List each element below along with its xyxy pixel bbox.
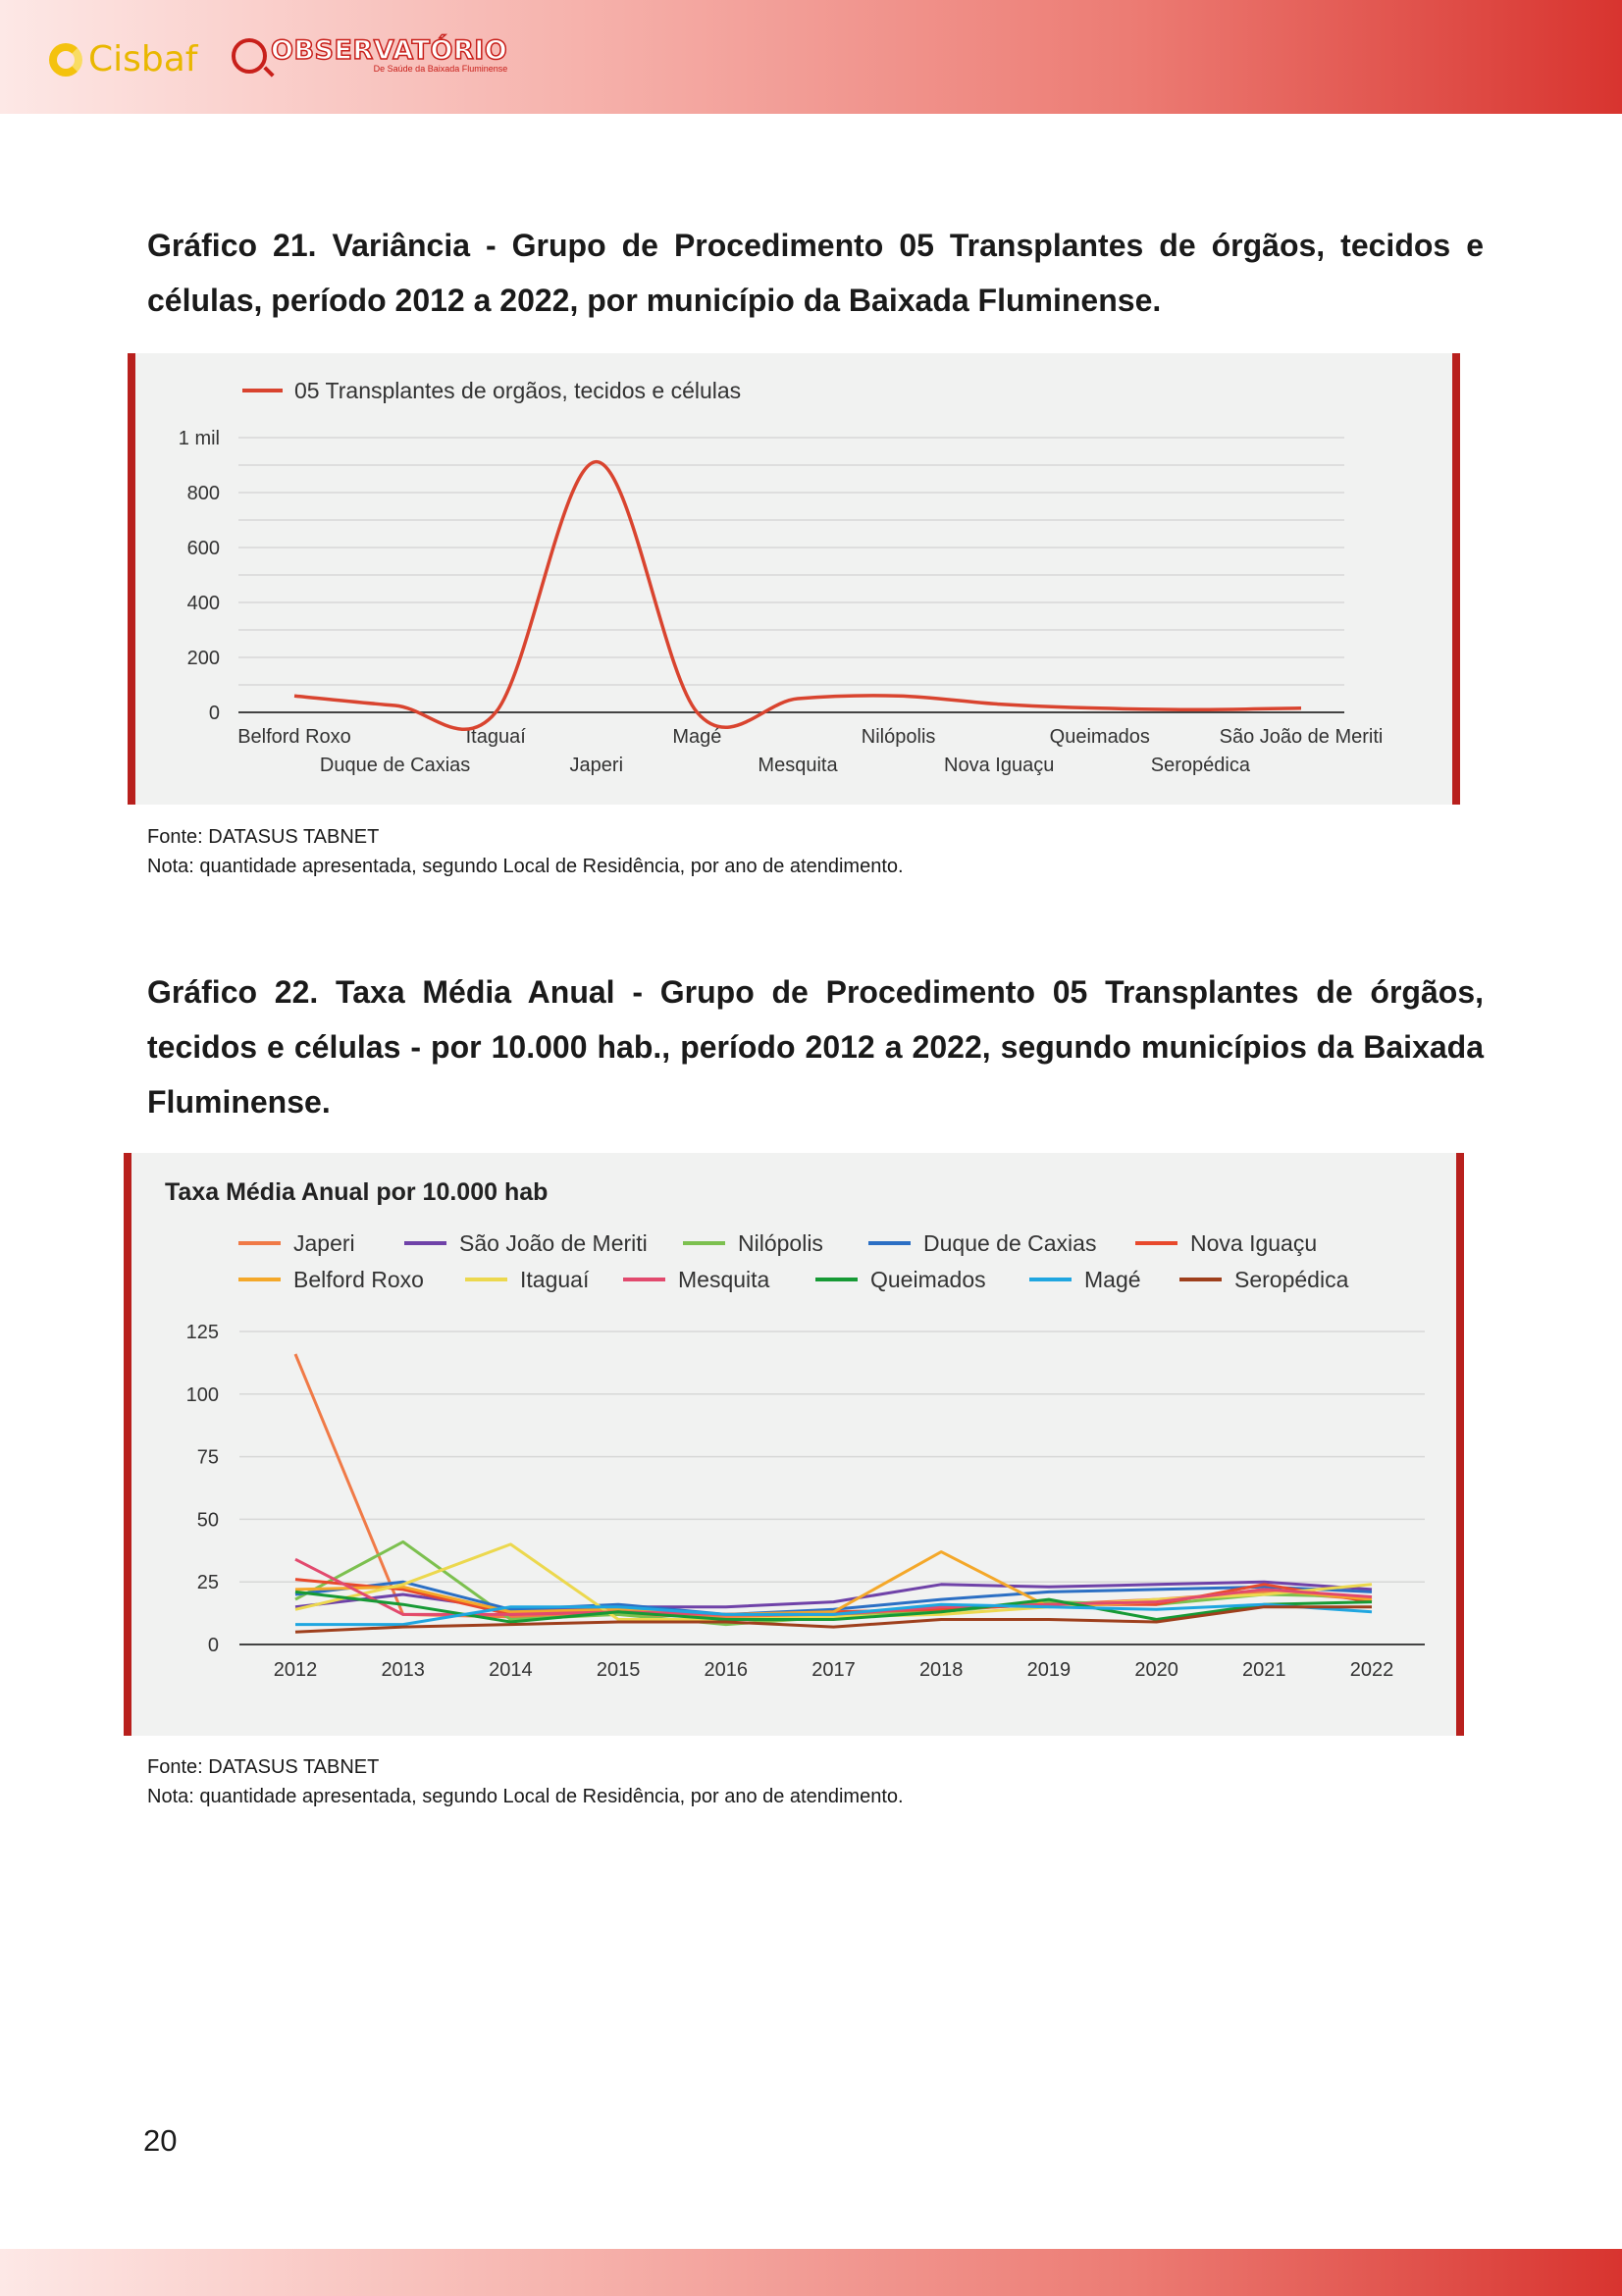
- chart22-notes: Fonte: DATASUS TABNET Nota: quantidade a…: [147, 1752, 904, 1811]
- chart22-x-tick-label: 2013: [381, 1659, 425, 1681]
- chart22-legend-label: Itaguaí: [520, 1267, 590, 1292]
- chart22-right-border: [1456, 1153, 1464, 1736]
- chart22-y-tick-label: 100: [186, 1384, 219, 1406]
- chart22-x-tick-label: 2020: [1134, 1659, 1178, 1681]
- chart21-x-tick-label: Belford Roxo: [237, 726, 351, 748]
- chart22-left-border: [124, 1153, 131, 1736]
- chart21-y-tick-label: 600: [187, 538, 220, 559]
- chart21-y-tick-label: 1 mil: [179, 428, 220, 449]
- chart22-x-tick-label: 2022: [1350, 1659, 1394, 1681]
- chart21-frame: 0 200 400 600 800 1 mil Belford Roxo Duque de C…: [128, 353, 1460, 805]
- chart21-x-tick-label: Mesquita: [758, 755, 838, 776]
- chart22-x-tick-label: 2016: [705, 1659, 749, 1681]
- chart22-x-tick-label: 2017: [811, 1659, 856, 1681]
- chart21-x-tick-label: Queimados: [1050, 726, 1150, 748]
- chart22-caption: Gráfico 22. Taxa Média Anual - Grupo de …: [147, 974, 1484, 1120]
- chart21-x-tick-label: Nilópolis: [862, 726, 936, 748]
- cisbaf-logo-icon: [49, 42, 82, 77]
- chart22-x-tick-label: 2021: [1242, 1659, 1286, 1681]
- chart22-legend-label: Nova Iguaçu: [1190, 1230, 1317, 1256]
- chart21-y-tick-label: 200: [187, 648, 220, 669]
- chart22-series-line: [295, 1602, 1373, 1627]
- chart22-y-tick-label: 0: [208, 1635, 219, 1656]
- chart21-source: Fonte: DATASUS TABNET: [147, 826, 380, 848]
- chart21-x-tick-label: Seropédica: [1151, 755, 1251, 776]
- chart22-y-tick-label: 50: [197, 1509, 219, 1531]
- chart22-legend-label: Mesquita: [678, 1267, 770, 1292]
- chart21-caption: Gráfico 21. Variância - Grupo de Procedi…: [147, 228, 1484, 318]
- chart21-x-tick-label: Nova Iguaçu: [944, 755, 1054, 776]
- chart22-series-line: [294, 1580, 1373, 1616]
- chart22-note: Nota: quantidade apresentada, segundo Lo…: [147, 1786, 904, 1807]
- chart21-plot: 0 200 400 600 800 1 mil Belford Roxo Duque de C…: [179, 378, 1384, 776]
- chart21-x-tick-label: Magé: [672, 726, 721, 748]
- magnifier-icon: [232, 37, 267, 74]
- chart22-y-tick-label: 75: [197, 1447, 219, 1469]
- chart22-series-line: [294, 1605, 1372, 1634]
- chart21-x-tick-label: São João de Meriti: [1220, 726, 1384, 748]
- observatorio-logo: OBSERVATÓRIO De Saúde da Baixada Flumine…: [232, 35, 508, 74]
- chart21-y-tick-label: 0: [209, 703, 220, 724]
- chart22-legend-label: Duque de Caxias: [923, 1230, 1096, 1256]
- chart22-x-tick-label: 2015: [597, 1659, 641, 1681]
- chart21-x-tick-label: Japeri: [570, 755, 623, 776]
- chart21-y-tick-label: 400: [187, 593, 220, 614]
- chart21-note: Nota: quantidade apresentada, segundo Lo…: [147, 856, 904, 877]
- chart22-x-tick-label: 2019: [1027, 1659, 1072, 1681]
- chart22-y-tick-label: 125: [186, 1322, 219, 1343]
- chart22-legend-label: Magé: [1084, 1267, 1141, 1292]
- chart22-legend-label: Japeri: [293, 1230, 355, 1256]
- footer-band: [0, 2249, 1622, 2296]
- chart22-plot: Taxa Média Anual por 10.000 hab 0 25 50 75 10…: [165, 1178, 1425, 1681]
- chart21-y-tick-label: 800: [187, 483, 220, 504]
- observatorio-logo-subtitle: De Saúde da Baixada Fluminense: [373, 64, 508, 74]
- observatorio-logo-text: OBSERVATÓRIO: [270, 35, 508, 66]
- chart22-legend-label: Seropédica: [1234, 1267, 1349, 1292]
- header-band: [0, 0, 1622, 114]
- chart21-notes: Fonte: DATASUS TABNET Nota: quantidade a…: [147, 822, 904, 881]
- page-number: 20: [143, 2123, 178, 2158]
- chart22-series-line: [294, 1590, 1373, 1624]
- chart22-source: Fonte: DATASUS TABNET: [147, 1756, 380, 1778]
- chart21-x-tick-label: Itaguaí: [466, 726, 527, 748]
- chart21-right-border: [1452, 353, 1460, 805]
- chart22-x-tick-label: 2012: [274, 1659, 318, 1681]
- chart22-title: Taxa Média Anual por 10.000 hab: [165, 1178, 548, 1206]
- chart21-legend-label: 05 Transplantes de orgãos, tecidos e cél…: [294, 378, 741, 403]
- chart22-frame: Taxa Média Anual por 10.000 hab 0 25 50 75 10…: [124, 1153, 1464, 1736]
- chart22-legend-label: Nilópolis: [738, 1230, 823, 1256]
- chart22-legend-label: São João de Meriti: [459, 1230, 648, 1256]
- chart22-legend-label: Queimados: [870, 1267, 986, 1292]
- chart22-legend-label: Belford Roxo: [293, 1267, 424, 1292]
- chart21-left-border: [128, 353, 135, 805]
- chart21-x-tick-label: Duque de Caxias: [320, 755, 470, 776]
- chart22-x-tick-label: 2014: [489, 1659, 533, 1681]
- chart22-y-tick-label: 25: [197, 1572, 219, 1593]
- cisbaf-logo: Cisbaf: [49, 39, 197, 79]
- cisbaf-logo-text: Cisbaf: [88, 39, 198, 79]
- chart22-x-tick-label: 2018: [919, 1659, 964, 1681]
- chart21-series-line: [293, 459, 1302, 732]
